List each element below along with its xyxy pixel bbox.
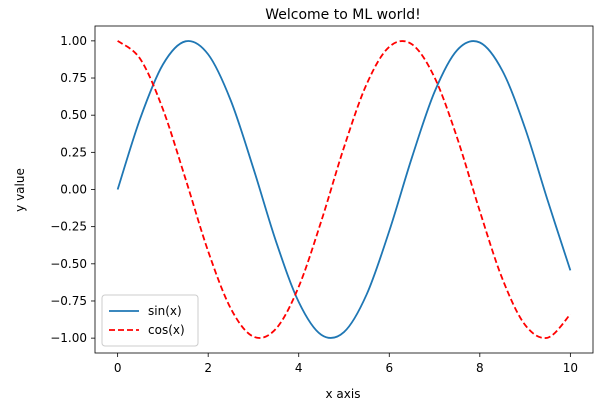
x-tick-label: 8 — [476, 361, 484, 375]
y-tick-label: 0.50 — [60, 108, 87, 122]
x-axis-label: x axis — [326, 387, 361, 401]
y-tick-label: 0.00 — [60, 183, 87, 197]
plot-area: 0 2 4 6 8 10 1.00 0.75 0.50 0.25 0.00 −0.25 −0.50 −0.… — [50, 25, 594, 375]
legend: sin(x) cos(x) — [101, 294, 199, 347]
legend-label-cos: cos(x) — [148, 323, 185, 337]
x-tick-label: 0 — [114, 361, 122, 375]
y-tick-label: −1.00 — [50, 331, 87, 345]
y-axis-label: y value — [13, 168, 27, 212]
series-line-sin — [116, 40, 572, 339]
legend-label-sin: sin(x) — [148, 304, 182, 318]
series-line-cos — [117, 40, 572, 339]
x-tick-label: 2 — [204, 361, 212, 375]
chart-title: Welcome to ML world! — [265, 7, 420, 23]
y-tick-label: 1.00 — [60, 34, 87, 48]
y-tick-label: −0.75 — [50, 294, 87, 308]
x-tick-label: 6 — [385, 361, 393, 375]
x-tick-label: 4 — [295, 361, 303, 375]
y-tick-label: 0.75 — [60, 71, 87, 85]
legend-box — [101, 294, 199, 347]
y-tick-label: 0.25 — [60, 145, 87, 159]
y-tick-label: −0.25 — [50, 220, 87, 234]
y-tick-label: −0.50 — [50, 257, 87, 271]
x-tick-label: 10 — [563, 361, 578, 375]
